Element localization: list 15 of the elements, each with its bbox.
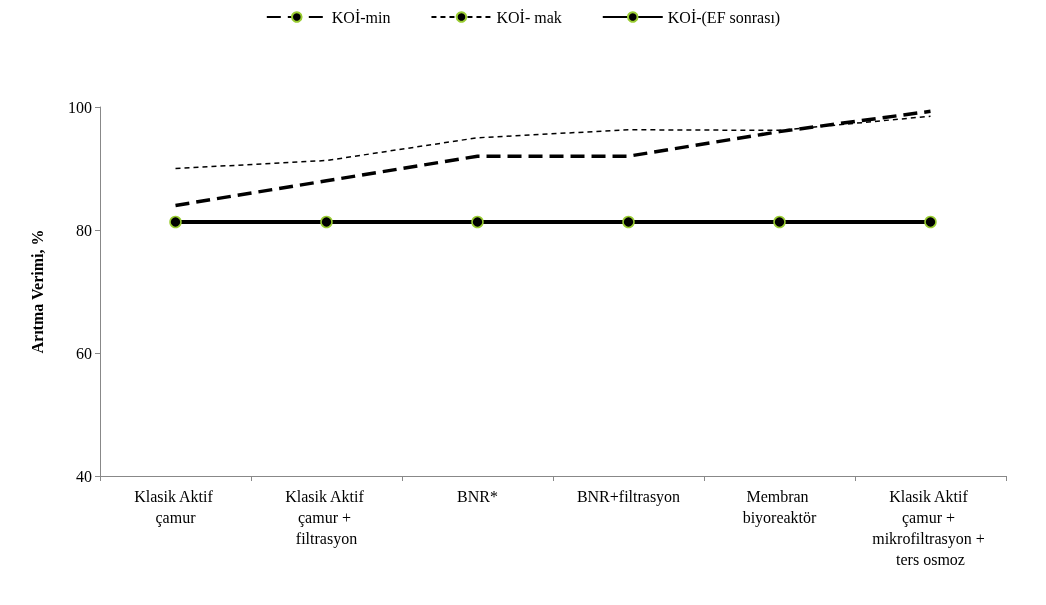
x-tick-label: Klasik Aktif çamur + filtrasyon	[285, 488, 368, 548]
x-tick-label: Klasik Aktif çamur + mikrofiltrasyon + ters osmoz	[872, 488, 989, 568]
legend-label: KOİ-(EF sonrası)	[667, 8, 781, 27]
legend-label: KOİ-min	[331, 8, 391, 26]
x-tick-label: Membran biyoreaktör	[742, 488, 818, 527]
x-tick-label: Klasik Aktif çamur	[134, 488, 217, 527]
y-tick-label: 40	[76, 467, 92, 485]
x-tick-label: BNR+filtrasyon	[576, 488, 681, 506]
y-tick-label: 100	[68, 98, 92, 116]
line-series	[173, 109, 933, 208]
legend-label: KOİ- mak	[496, 8, 562, 26]
y-tick-label: 80	[76, 221, 92, 239]
y-axis-title: Arıtma Verimi, %	[28, 229, 46, 354]
y-tick-label: 60	[76, 344, 92, 362]
x-tick-label: BNR*	[457, 488, 498, 505]
